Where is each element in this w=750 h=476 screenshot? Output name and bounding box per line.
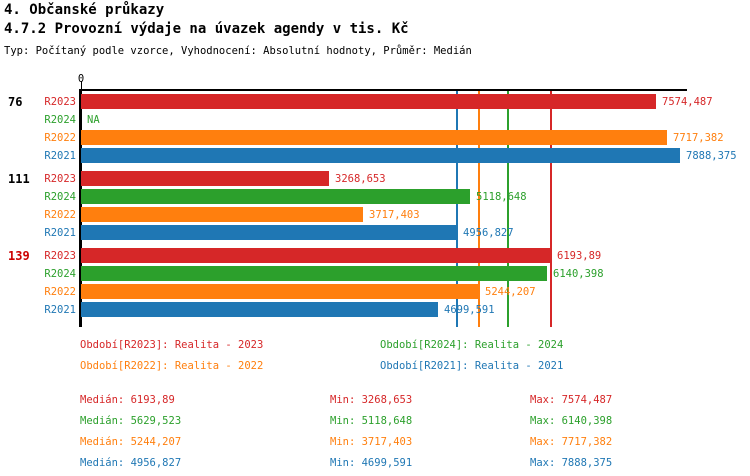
bar-value-label: 4699,591 <box>444 304 495 316</box>
bar-R2022-111 <box>81 207 363 222</box>
stat-max-R2023: Max: 7574,487 <box>530 394 613 406</box>
x-axis-line <box>80 89 687 91</box>
row-label-R2021: R2021 <box>44 227 76 239</box>
stat-min-R2021: Min: 4699,591 <box>330 457 413 469</box>
bar-R2024-111 <box>81 189 470 204</box>
bar-R2023-139 <box>81 248 551 263</box>
legend-item-R2024: Období[R2024]: Realita - 2024 <box>380 339 564 351</box>
stat-median-R2022: Medián: 5244,207 <box>80 436 182 448</box>
stat-min-R2023: Min: 3268,653 <box>330 394 413 406</box>
stat-median-R2021: Medián: 4956,827 <box>80 457 182 469</box>
bar-value-label: 4956,827 <box>463 227 514 239</box>
stat-max-R2022: Max: 7717,382 <box>530 436 613 448</box>
legend-item-R2023: Období[R2023]: Realita - 2023 <box>80 339 264 351</box>
row-label-R2024: R2024 <box>44 114 76 126</box>
median-line-R2021 <box>456 91 458 327</box>
bar-R2021-139 <box>81 302 438 317</box>
report-section-title: 4. Občanské průkazy <box>4 2 165 18</box>
stat-max-R2021: Max: 7888,375 <box>530 457 613 469</box>
row-label-R2023: R2023 <box>44 173 76 185</box>
bar-value-label: 7574,487 <box>662 96 713 108</box>
bar-value-label: 3717,403 <box>369 209 420 221</box>
stat-min-R2022: Min: 3717,403 <box>330 436 413 448</box>
bar-value-label: 7888,375 <box>686 150 737 162</box>
row-label-R2023: R2023 <box>44 250 76 262</box>
bar-value-label: 5118,648 <box>476 191 527 203</box>
bar-value-label: 6193,89 <box>557 250 602 262</box>
bar-R2022-76 <box>81 130 667 145</box>
group-label-139: 139 <box>8 249 30 263</box>
row-label-R2022: R2022 <box>44 132 76 144</box>
stat-max-R2024: Max: 6140,398 <box>530 415 613 427</box>
stat-min-R2024: Min: 5118,648 <box>330 415 413 427</box>
bar-R2021-111 <box>81 225 457 240</box>
bar-R2021-76 <box>81 148 680 163</box>
bar-value-label: 3268,653 <box>335 173 386 185</box>
row-label-R2023: R2023 <box>44 96 76 108</box>
chart-title: 4.7.2 Provozní výdaje na úvazek agendy v… <box>4 21 409 37</box>
na-label: NA <box>87 114 100 126</box>
group-label-111: 111 <box>8 172 30 186</box>
row-label-R2024: R2024 <box>44 268 76 280</box>
bar-R2022-139 <box>81 284 479 299</box>
bar-value-label: 5244,207 <box>485 286 536 298</box>
median-line-R2024 <box>507 91 509 327</box>
legend-item-R2021: Období[R2021]: Realita - 2021 <box>380 360 564 372</box>
bar-R2024-139 <box>81 266 547 281</box>
row-label-R2024: R2024 <box>44 191 76 203</box>
zero-tick <box>81 81 82 89</box>
row-label-R2021: R2021 <box>44 150 76 162</box>
legend-item-R2022: Období[R2022]: Realita - 2022 <box>80 360 264 372</box>
row-label-R2022: R2022 <box>44 209 76 221</box>
row-label-R2022: R2022 <box>44 286 76 298</box>
bar-R2023-111 <box>81 171 329 186</box>
bar-value-label: 6140,398 <box>553 268 604 280</box>
stat-median-R2023: Medián: 6193,89 <box>80 394 175 406</box>
median-line-R2023 <box>550 91 552 327</box>
zero-tick-label: 0 <box>77 73 85 85</box>
y-axis-line <box>79 89 82 327</box>
chart-subtitle: Typ: Počítaný podle vzorce, Vyhodnocení:… <box>4 45 472 57</box>
bar-R2023-76 <box>81 94 656 109</box>
row-label-R2021: R2021 <box>44 304 76 316</box>
bar-value-label: 7717,382 <box>673 132 724 144</box>
median-line-R2022 <box>478 91 480 327</box>
group-label-76: 76 <box>8 95 23 109</box>
stat-median-R2024: Medián: 5629,523 <box>80 415 182 427</box>
